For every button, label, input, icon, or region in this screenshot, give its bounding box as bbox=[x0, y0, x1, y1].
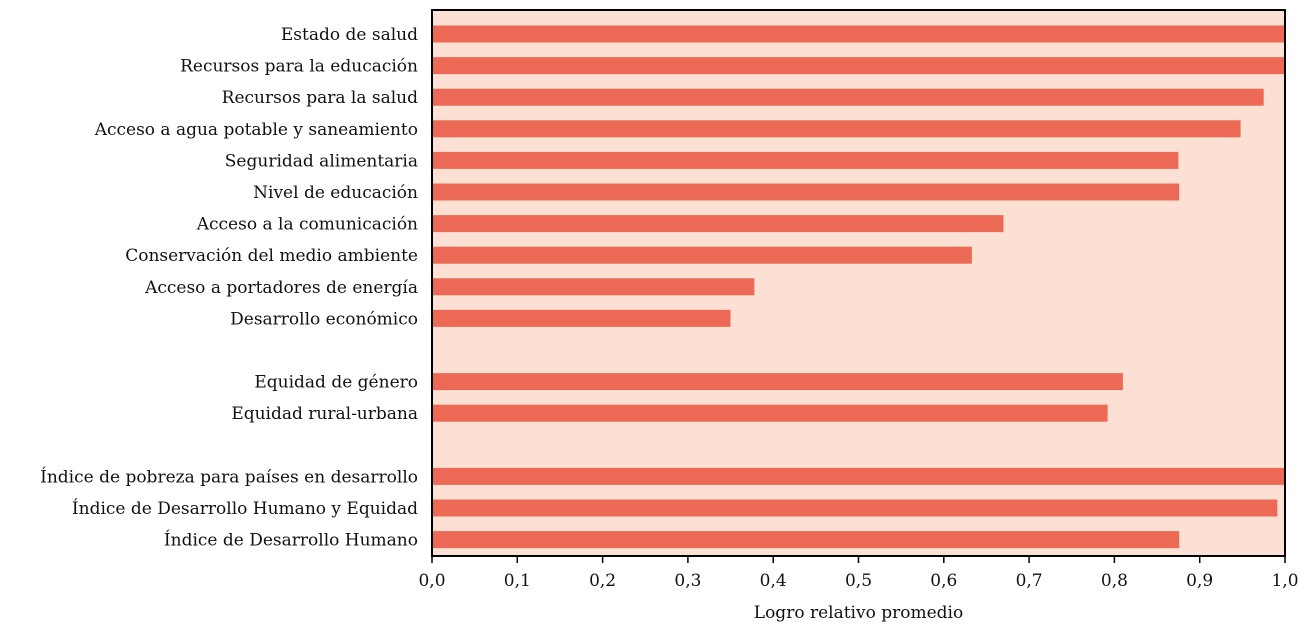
x-tick-label: 0,5 bbox=[845, 571, 872, 591]
x-tick-label: 0,4 bbox=[760, 571, 787, 591]
category-label: Equidad rural-urbana bbox=[231, 404, 418, 424]
bar bbox=[432, 183, 1180, 201]
category-label: Índice de Desarrollo Humano y Equidad bbox=[72, 498, 418, 519]
category-label: Equidad de género bbox=[254, 373, 418, 393]
bar bbox=[432, 151, 1179, 169]
category-labels: Estado de salud Recursos para la educació… bbox=[40, 25, 418, 551]
bar bbox=[432, 404, 1108, 422]
bar bbox=[432, 25, 1285, 43]
bar bbox=[432, 246, 972, 264]
bar bbox=[432, 531, 1180, 549]
x-tick-label: 0,1 bbox=[504, 571, 531, 591]
x-tick-label: 0,2 bbox=[589, 571, 616, 591]
bar bbox=[432, 467, 1285, 485]
category-label: Recursos para la salud bbox=[222, 88, 418, 108]
category-label: Acceso a la comunicación bbox=[196, 215, 418, 235]
bar bbox=[432, 120, 1241, 138]
x-tick-label: 0,0 bbox=[418, 571, 445, 591]
x-tick-label: 0,9 bbox=[1186, 571, 1213, 591]
category-label: Índice de pobreza para países en desarro… bbox=[40, 466, 418, 487]
category-label: Seguridad alimentaria bbox=[225, 151, 418, 171]
x-axis-title: Logro relativo promedio bbox=[754, 603, 963, 623]
bar bbox=[432, 309, 731, 327]
x-tick-label: 1,0 bbox=[1271, 571, 1298, 591]
category-label: Recursos para la educación bbox=[180, 57, 418, 77]
bar bbox=[432, 88, 1264, 106]
x-tick-label: 0,6 bbox=[930, 571, 957, 591]
category-label: Acceso a agua potable y saneamiento bbox=[94, 120, 418, 140]
category-label: Desarrollo económico bbox=[230, 309, 418, 329]
category-label: Acceso a portadores de energía bbox=[144, 278, 418, 298]
x-tick-label: 0,3 bbox=[674, 571, 701, 591]
category-label: Nivel de educación bbox=[253, 183, 418, 203]
x-tick-label: 0,7 bbox=[1016, 571, 1043, 591]
bar bbox=[432, 278, 755, 296]
x-axis-ticks: 0,0 0,1 0,2 0,3 0,4 0,5 0,6 0,7 0,8 0,9 1,0 bbox=[418, 556, 1299, 591]
bar bbox=[432, 57, 1285, 75]
x-tick-label: 0,8 bbox=[1101, 571, 1128, 591]
bars-layer bbox=[432, 25, 1285, 549]
category-label: Estado de salud bbox=[281, 25, 418, 45]
bar bbox=[432, 373, 1123, 391]
category-label: Índice de Desarrollo Humano bbox=[164, 530, 418, 551]
category-label: Conservación del medio ambiente bbox=[125, 246, 418, 266]
bar bbox=[432, 215, 1004, 233]
bar bbox=[432, 499, 1278, 517]
